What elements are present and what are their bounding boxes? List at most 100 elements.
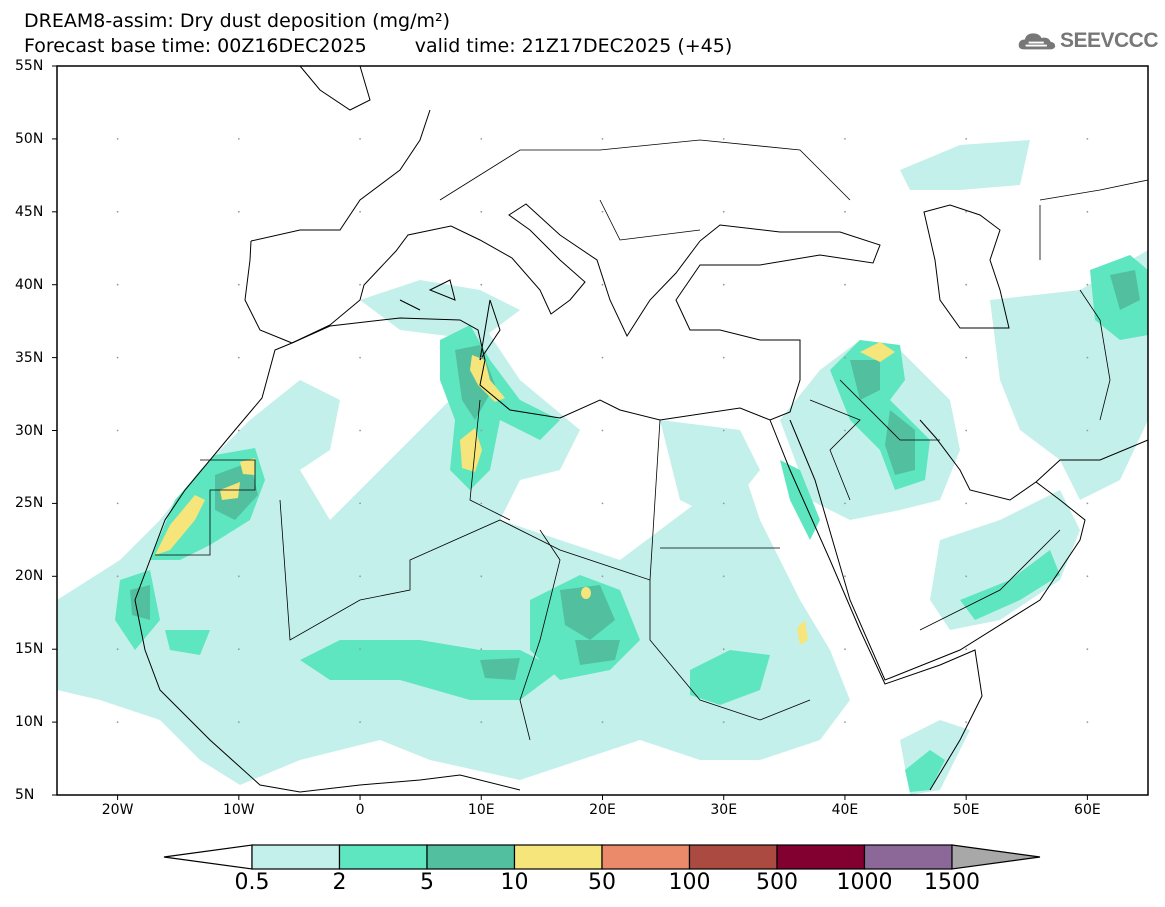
grid-dot bbox=[1086, 356, 1089, 359]
grid-dot bbox=[601, 429, 604, 432]
cloud-icon bbox=[1018, 33, 1056, 50]
axis-ticks bbox=[52, 65, 1088, 800]
lat-label: 20N bbox=[15, 568, 44, 585]
grid-dot bbox=[116, 648, 119, 651]
grid-dot bbox=[722, 283, 725, 286]
grid-dot bbox=[116, 356, 119, 359]
lat-label: 35N bbox=[15, 349, 44, 366]
grid-dot bbox=[965, 575, 968, 578]
lon-label: 40E bbox=[831, 802, 859, 818]
grid-dot bbox=[480, 283, 483, 286]
seevccc-logo: SEEVCCC bbox=[1018, 26, 1159, 56]
grid-dot bbox=[480, 429, 483, 432]
grid-dots bbox=[116, 138, 1089, 723]
grid-dot bbox=[359, 283, 361, 286]
grid-dot bbox=[237, 429, 240, 432]
grid-dot bbox=[359, 429, 361, 432]
grid-dot bbox=[601, 721, 604, 723]
grid-dot bbox=[965, 429, 968, 432]
coastlines bbox=[134, 65, 1149, 793]
map-title: DREAM8-assim: Dry dust deposition (mg/m²… bbox=[24, 10, 451, 32]
grid-dot bbox=[965, 356, 968, 359]
grid-dot bbox=[237, 138, 240, 140]
grid-dot bbox=[116, 138, 119, 140]
grid-dot bbox=[237, 283, 240, 286]
lon-label: 20W bbox=[101, 802, 134, 818]
grid-dot bbox=[722, 210, 725, 213]
grid-dot bbox=[237, 575, 240, 578]
grid-dot bbox=[480, 356, 483, 359]
grid-dot bbox=[359, 648, 361, 651]
grid-dot bbox=[359, 210, 361, 213]
lon-label: 20E bbox=[589, 802, 616, 818]
grid-dot bbox=[237, 210, 240, 213]
grid-dot bbox=[722, 138, 725, 140]
colorbar-over-arrow bbox=[951, 844, 1041, 870]
grid-dot bbox=[116, 283, 119, 286]
grid-dot bbox=[1086, 575, 1089, 578]
grid-dot bbox=[116, 429, 119, 432]
colorbar-label: 1500 bbox=[924, 870, 980, 895]
colorbar-swatch bbox=[601, 844, 691, 870]
grid-dot bbox=[722, 429, 725, 432]
grid-dot bbox=[480, 138, 483, 140]
grid-dot bbox=[844, 502, 846, 505]
lat-label: 45N bbox=[15, 203, 44, 220]
grid-dot bbox=[601, 210, 604, 213]
grid-dot bbox=[116, 575, 119, 578]
country-borders bbox=[155, 139, 1149, 741]
grid-dot bbox=[1086, 210, 1089, 213]
colorbar-label: 50 bbox=[588, 870, 616, 895]
grid-dot bbox=[359, 721, 361, 723]
grid-dot bbox=[480, 575, 483, 578]
grid-dot bbox=[601, 575, 604, 578]
grid-dot bbox=[722, 575, 725, 578]
lat-label: 50N bbox=[15, 130, 44, 147]
grid-dot bbox=[480, 210, 483, 213]
colorbar-label: 500 bbox=[756, 870, 798, 895]
grid-dot bbox=[601, 138, 604, 140]
grid-dot bbox=[722, 502, 725, 505]
grid-dot bbox=[965, 502, 968, 505]
grid-dot bbox=[844, 210, 846, 213]
grid-dot bbox=[359, 138, 361, 140]
base-time: Forecast base time: 00Z16DEC2025 bbox=[24, 35, 367, 57]
lat-label: 10N bbox=[15, 714, 44, 731]
dust-deposition-field bbox=[57, 140, 1148, 795]
lon-label: 10W bbox=[222, 802, 255, 818]
grid-dot bbox=[601, 648, 604, 651]
grid-dot bbox=[237, 502, 240, 505]
grid-dot bbox=[359, 575, 361, 578]
grid-dot bbox=[480, 502, 483, 505]
lat-label: 55N bbox=[15, 58, 44, 74]
colorbar bbox=[163, 844, 1041, 870]
grid-dot bbox=[844, 721, 846, 723]
colorbar-swatch bbox=[426, 844, 516, 870]
lat-label: 5N bbox=[15, 787, 35, 803]
valid-time: valid time: 21Z17DEC2025 (+45) bbox=[414, 35, 733, 57]
lon-label: 10E bbox=[467, 802, 495, 818]
grid-dot bbox=[722, 648, 725, 651]
grid-dot bbox=[1086, 429, 1089, 432]
lon-label: 30E bbox=[710, 802, 738, 818]
logo-text: SEEVCCC bbox=[1059, 29, 1159, 52]
colorbar-swatch bbox=[338, 844, 428, 870]
colorbar-swatch bbox=[513, 844, 603, 870]
time-info: Forecast base time: 00Z16DEC2025 valid ti… bbox=[24, 35, 732, 57]
grid-dot bbox=[359, 502, 361, 505]
lon-label: 0 bbox=[355, 802, 365, 818]
grid-dot bbox=[237, 356, 240, 359]
lat-label: 15N bbox=[15, 641, 44, 658]
grid-dot bbox=[116, 210, 119, 213]
grid-dot bbox=[359, 356, 361, 359]
grid-dot bbox=[965, 210, 968, 213]
colorbar-label: 5 bbox=[420, 870, 434, 895]
grid-dot bbox=[844, 138, 846, 140]
colorbar-label: 2 bbox=[332, 870, 347, 895]
colorbar-swatch bbox=[776, 844, 866, 870]
grid-dot bbox=[601, 283, 604, 286]
colorbar-label: 10 bbox=[500, 870, 529, 895]
colorbar-label: 100 bbox=[668, 870, 711, 895]
grid-dot bbox=[722, 721, 725, 723]
